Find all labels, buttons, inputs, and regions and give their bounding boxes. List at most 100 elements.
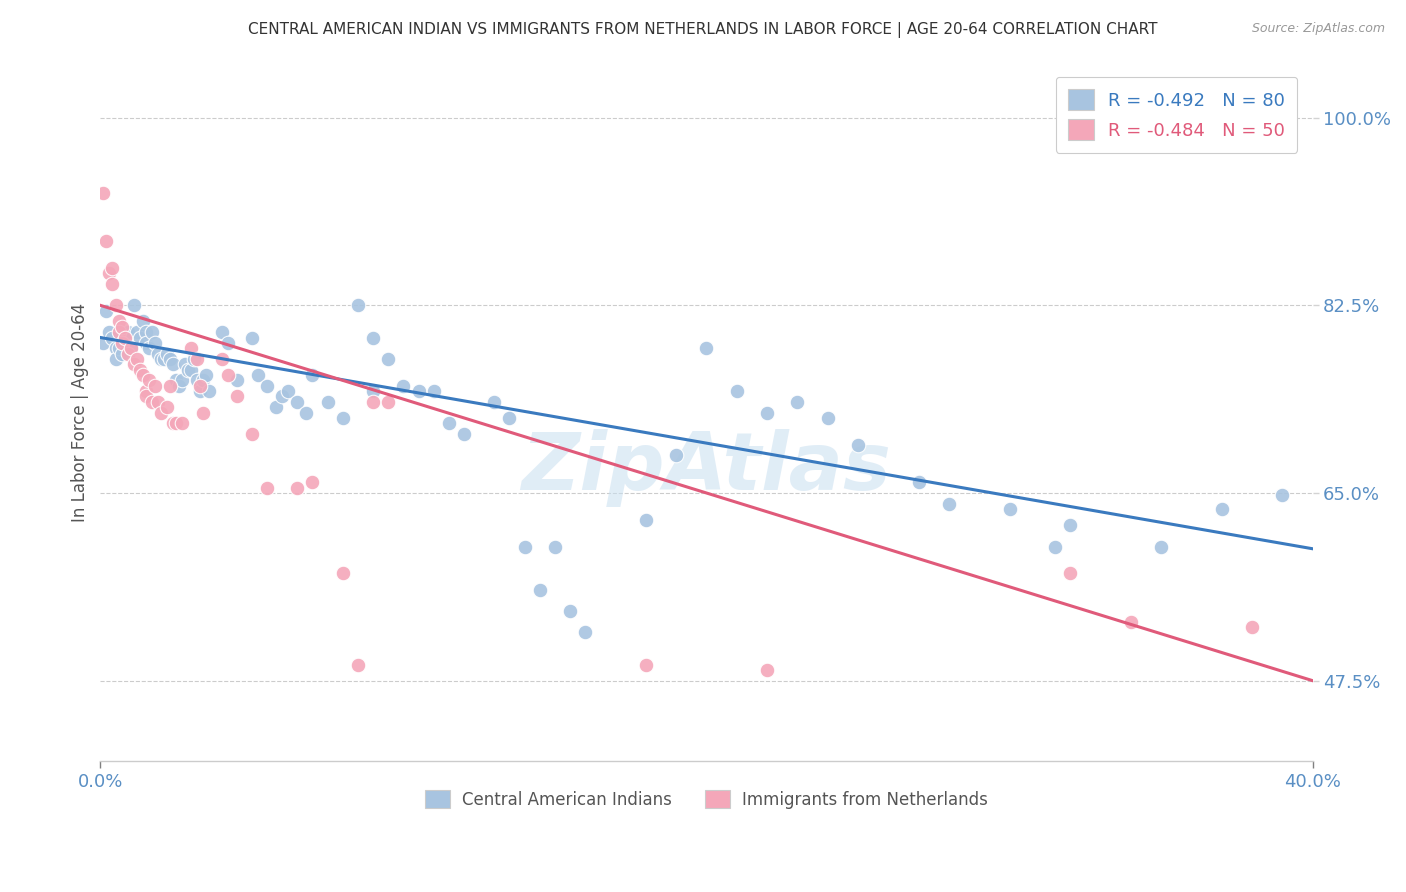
Point — [110, 346, 132, 360]
Point — [159, 351, 181, 366]
Point — [98, 266, 121, 280]
Point — [786, 394, 808, 409]
Legend: Central American Indians, Immigrants from Netherlands: Central American Indians, Immigrants fro… — [419, 783, 994, 815]
Point — [177, 362, 200, 376]
Point — [114, 330, 136, 344]
Point — [153, 351, 176, 366]
Point — [174, 357, 197, 371]
Point — [211, 351, 233, 366]
Point — [240, 427, 263, 442]
Point — [195, 368, 218, 382]
Point — [120, 341, 142, 355]
Point — [165, 373, 187, 387]
Point — [141, 394, 163, 409]
Point — [907, 475, 929, 490]
Point — [107, 314, 129, 328]
Point — [756, 663, 779, 677]
Point — [190, 384, 212, 398]
Point — [513, 540, 536, 554]
Point — [301, 368, 323, 382]
Point — [128, 330, 150, 344]
Point — [1240, 620, 1263, 634]
Point — [634, 513, 657, 527]
Point — [138, 373, 160, 387]
Point — [132, 368, 155, 382]
Point — [146, 346, 169, 360]
Point — [146, 394, 169, 409]
Point — [101, 330, 124, 344]
Point — [301, 475, 323, 490]
Point — [422, 384, 444, 398]
Point — [756, 406, 779, 420]
Point — [408, 384, 430, 398]
Y-axis label: In Labor Force | Age 20-64: In Labor Force | Age 20-64 — [72, 303, 89, 522]
Point — [211, 325, 233, 339]
Point — [361, 384, 384, 398]
Point — [529, 582, 551, 597]
Point — [101, 277, 124, 291]
Point — [1043, 540, 1066, 554]
Point — [217, 368, 239, 382]
Point — [695, 341, 717, 355]
Point — [180, 341, 202, 355]
Point — [938, 497, 960, 511]
Point — [104, 341, 127, 355]
Point — [122, 357, 145, 371]
Point — [107, 325, 129, 339]
Point — [1271, 488, 1294, 502]
Point — [114, 330, 136, 344]
Point — [93, 335, 115, 350]
Point — [846, 438, 869, 452]
Point — [128, 362, 150, 376]
Point — [361, 394, 384, 409]
Point — [125, 351, 148, 366]
Point — [264, 401, 287, 415]
Point — [285, 394, 308, 409]
Point — [162, 417, 184, 431]
Point — [225, 373, 247, 387]
Point — [117, 346, 139, 360]
Point — [1059, 518, 1081, 533]
Point — [295, 406, 318, 420]
Point — [285, 481, 308, 495]
Point — [135, 384, 157, 398]
Point — [361, 330, 384, 344]
Point — [725, 384, 748, 398]
Point — [190, 378, 212, 392]
Point — [135, 325, 157, 339]
Point — [392, 378, 415, 392]
Point — [225, 389, 247, 403]
Point — [558, 604, 581, 618]
Point — [316, 394, 339, 409]
Point — [165, 417, 187, 431]
Point — [107, 341, 129, 355]
Point — [1150, 540, 1173, 554]
Point — [186, 373, 208, 387]
Point — [98, 325, 121, 339]
Point — [1119, 615, 1142, 629]
Point — [172, 417, 194, 431]
Point — [138, 341, 160, 355]
Text: Source: ZipAtlas.com: Source: ZipAtlas.com — [1251, 22, 1385, 36]
Point — [141, 325, 163, 339]
Point — [347, 298, 370, 312]
Point — [135, 389, 157, 403]
Point — [122, 298, 145, 312]
Point — [484, 394, 506, 409]
Point — [817, 411, 839, 425]
Point — [186, 351, 208, 366]
Point — [120, 341, 142, 355]
Point — [96, 234, 118, 248]
Point — [143, 335, 166, 350]
Point — [453, 427, 475, 442]
Point — [193, 406, 215, 420]
Point — [110, 319, 132, 334]
Point — [104, 351, 127, 366]
Point — [277, 384, 299, 398]
Point — [93, 186, 115, 200]
Point — [167, 378, 190, 392]
Text: ZipAtlas: ZipAtlas — [522, 429, 891, 508]
Point — [193, 373, 215, 387]
Point — [149, 351, 172, 366]
Point — [125, 325, 148, 339]
